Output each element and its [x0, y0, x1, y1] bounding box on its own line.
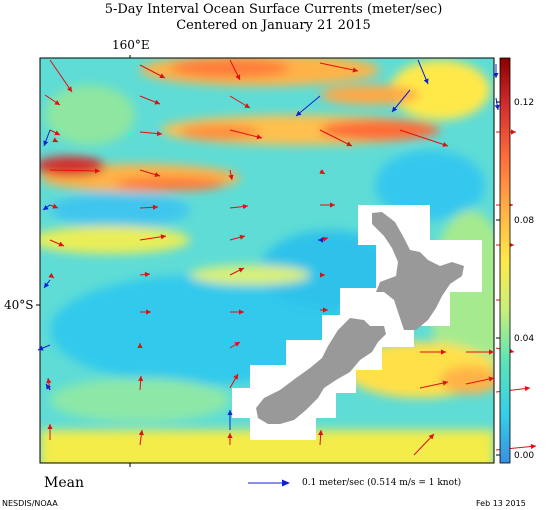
vector-head [242, 203, 248, 210]
vector-head [323, 307, 328, 313]
vector-head [54, 130, 60, 136]
vector-head [318, 430, 324, 436]
current-vectors-blue [37, 59, 500, 430]
vector-head [154, 99, 160, 105]
vector-head [152, 204, 158, 210]
vector-head [146, 309, 151, 315]
vector-head [494, 104, 500, 110]
vector-head [441, 349, 446, 355]
vector-head [319, 169, 325, 174]
vector-head [524, 386, 530, 392]
mean-label: Mean [44, 475, 84, 491]
colorbar-tick-label: 0.12 [514, 98, 534, 108]
vector-shaft [319, 129, 353, 147]
vector-head [43, 140, 49, 146]
vector-shaft [319, 62, 359, 72]
vector-head [318, 237, 323, 243]
vector-head [511, 129, 516, 135]
vector-head [488, 376, 494, 382]
vector-head [52, 203, 58, 209]
colorbar-tick-label: 0.04 [514, 334, 534, 344]
vector-head [239, 234, 245, 240]
legend-text: 0.1 meter/sec (0.514 m/s = 1 knot) [302, 478, 462, 488]
chart-title: 5-Day Interval Ocean Surface Currents (m… [104, 2, 443, 17]
vector-head [392, 106, 398, 112]
vector-head [94, 168, 100, 174]
vector-head [54, 100, 60, 105]
vector-shaft [399, 129, 449, 147]
vector-head [423, 78, 429, 84]
vector-head [227, 433, 233, 438]
vector-head [138, 430, 144, 436]
vector-head [320, 272, 325, 278]
vector-head [144, 271, 150, 278]
map-frame [39, 57, 495, 464]
vector-head [137, 343, 143, 348]
vector-head [530, 443, 536, 450]
vector-head [43, 204, 49, 210]
vector-head [296, 110, 302, 116]
vector-head [228, 174, 234, 180]
vector-head [235, 74, 241, 80]
vector-shaft [295, 95, 321, 117]
vector-head [160, 234, 166, 240]
vector-head [47, 424, 53, 429]
vector-head [346, 141, 352, 147]
vector-head [154, 172, 160, 178]
vector-head [234, 342, 240, 347]
vector-head [239, 309, 244, 315]
vector-head [38, 345, 44, 351]
colorbar-tick-label: 0.08 [514, 216, 534, 226]
longitude-label: 160°E [112, 38, 150, 52]
credit-label: NESDIS/NOAA [2, 499, 58, 508]
new-zealand-land [256, 212, 464, 424]
vector-head [489, 349, 494, 355]
vector-head [256, 134, 262, 140]
vector-head [156, 130, 162, 137]
legend-arrow [248, 479, 290, 487]
vector-head [138, 376, 144, 382]
vector-head [58, 241, 64, 247]
vector-head [44, 282, 50, 288]
vector-head [322, 236, 328, 242]
colorbar [499, 57, 511, 464]
vector-head [227, 410, 233, 415]
vector-head [352, 67, 358, 73]
vector-head [330, 202, 335, 208]
latitude-label: 40°S [4, 298, 34, 312]
vector-shaft [49, 169, 101, 172]
vector-head [48, 272, 54, 278]
vector-shaft [49, 59, 73, 93]
vector-head [428, 434, 434, 440]
vector-head [233, 374, 238, 380]
vector-head [46, 378, 52, 384]
vector-head [52, 137, 58, 143]
vector-head [442, 141, 448, 147]
vector-head [67, 86, 72, 92]
vector-head [244, 103, 250, 108]
vector-head [493, 73, 499, 78]
vector-head [442, 380, 448, 386]
vector-head [159, 73, 165, 78]
colorbar-tick-label: 0.00 [514, 451, 534, 461]
chart-subtitle: Centered on January 21 2015 [176, 18, 371, 33]
vector-head [238, 267, 244, 273]
vector-shaft [229, 129, 263, 139]
date-stamp: Feb 13 2015 [476, 499, 526, 508]
colorbar-ticks: 0.12 0.08 0.04 0.00 [496, 98, 534, 461]
vector-head [46, 384, 51, 390]
